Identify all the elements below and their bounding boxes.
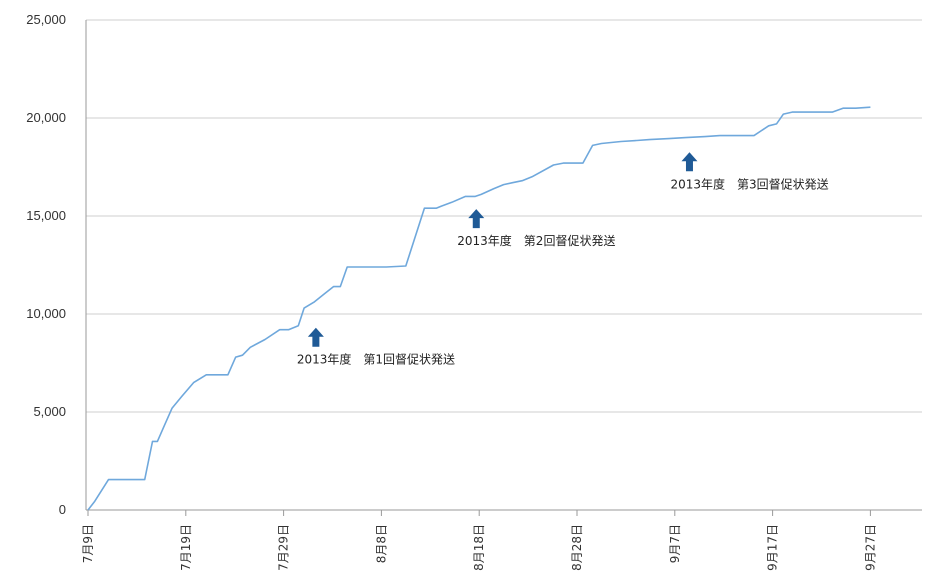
x-tick-label: 9月17日 (766, 524, 780, 571)
cumulative-line-series (87, 106, 871, 511)
x-tick-label: 7月19日 (179, 524, 193, 571)
annotation-label: 2013年度 第2回督促状発送 (457, 233, 615, 248)
x-tick-label: 7月9日 (81, 524, 95, 563)
x-tick-label: 8月28日 (570, 524, 584, 571)
x-axis-tick-labels: 7月9日 7月19日 7月29日 8月8日 8月18日 8月28日 9月7日 9月17日 9月2… (81, 510, 877, 571)
y-axis-tick-labels: 0 5,000 10,000 15,000 20,000 25,000 (26, 12, 66, 517)
y-tick-label: 20,000 (26, 110, 66, 125)
y-tick-label: 25,000 (26, 12, 66, 27)
x-tick-label: 7月29日 (277, 524, 291, 571)
up-arrow-icon (468, 209, 485, 229)
y-tick-label: 10,000 (26, 306, 66, 321)
x-tick-label: 8月18日 (472, 524, 486, 571)
x-tick-label: 8月8日 (374, 524, 388, 563)
y-tick-label: 5,000 (33, 404, 66, 419)
y-tick-label: 15,000 (26, 208, 66, 223)
up-arrow-icon (681, 152, 698, 172)
y-tick-label: 0 (59, 502, 66, 517)
annotations: 2013年度 第1回督促状発送 2013年度 第2回督促状発送 2013年度 第3回… (297, 152, 829, 367)
annotation-label: 2013年度 第1回督促状発送 (297, 352, 455, 367)
up-arrow-icon (307, 327, 324, 347)
gridlines (86, 19, 922, 413)
x-tick-label: 9月7日 (668, 524, 682, 563)
annotation-label: 2013年度 第3回督促状発送 (670, 176, 828, 191)
x-tick-label: 9月27日 (863, 524, 877, 571)
